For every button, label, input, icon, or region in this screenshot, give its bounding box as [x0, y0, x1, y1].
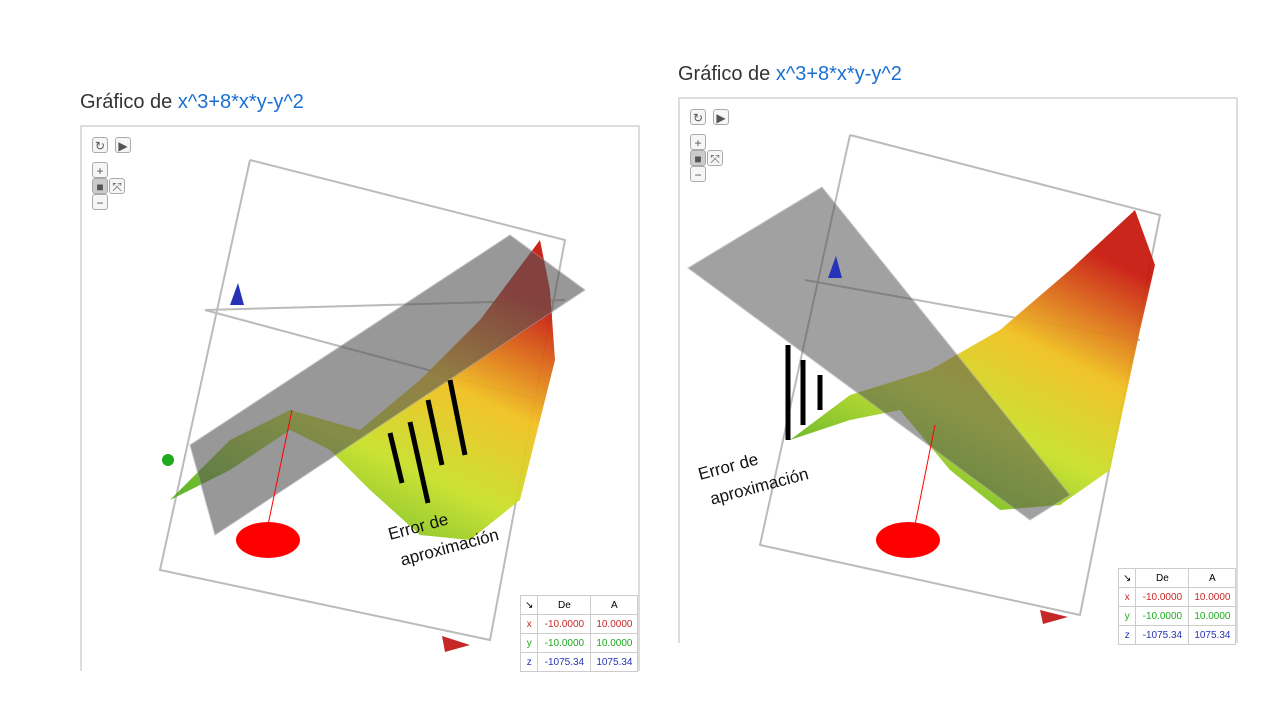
axis-label: x — [519, 614, 539, 634]
range-table-right: ↘ De A x -10.0000 10.0000 y -10.0000 10.0000 z… — [1117, 568, 1237, 645]
header-from: De — [537, 595, 592, 615]
y-min[interactable]: -10.0000 — [537, 633, 592, 653]
z-max[interactable]: 1075.34 — [1188, 625, 1237, 645]
z-min[interactable]: -1075.34 — [537, 652, 592, 672]
slide-background-right — [660, 643, 1280, 720]
z-max[interactable]: 1075.34 — [590, 652, 639, 672]
corner-cell[interactable]: ↘ — [519, 595, 539, 615]
graph-title-right: Gráfico de x^3+8*x*y-y^2 — [678, 63, 902, 86]
axis-label: z — [519, 652, 539, 672]
y-max[interactable]: 10.0000 — [1188, 606, 1237, 626]
y-min[interactable]: -10.0000 — [1135, 606, 1190, 626]
play-button[interactable]: ▶ — [713, 109, 729, 125]
camera-icon[interactable]: ■ — [690, 150, 706, 166]
graph-panel-right[interactable]: ↻ ▶ + ■ ⤧ − — [678, 97, 1238, 643]
header-from: De — [1135, 568, 1190, 588]
x-min[interactable]: -10.0000 — [1135, 587, 1190, 607]
graph-panel-left[interactable]: ↻ ▶ + ■ ⤧ − — [80, 125, 640, 671]
axis-label: z — [1117, 625, 1137, 645]
reset-view-button[interactable]: ↻ — [92, 137, 108, 153]
x-max[interactable]: 10.0000 — [1188, 587, 1237, 607]
header-to: A — [590, 595, 639, 615]
function-link[interactable]: x^3+8*x*y-y^2 — [775, 63, 902, 85]
zoom-in-button[interactable]: + — [690, 134, 706, 150]
header-to: A — [1188, 568, 1237, 588]
camera-icon[interactable]: ■ — [92, 178, 108, 194]
y-max[interactable]: 10.0000 — [590, 633, 639, 653]
title-prefix: Gráfico de — [80, 91, 178, 113]
x-min[interactable]: -10.0000 — [537, 614, 592, 634]
axis-label: x — [1117, 587, 1137, 607]
title-prefix: Gráfico de — [678, 63, 776, 85]
axes-icon[interactable]: ⤧ — [707, 150, 723, 166]
zoom-out-button[interactable]: − — [92, 194, 108, 210]
zoom-in-button[interactable]: + — [92, 162, 108, 178]
axes-icon[interactable]: ⤧ — [109, 178, 125, 194]
zoom-out-button[interactable]: − — [690, 166, 706, 182]
corner-cell[interactable]: ↘ — [1117, 568, 1137, 588]
range-table-left: ↘ De A x -10.0000 10.0000 y -10.0000 10.0000 z… — [519, 595, 639, 672]
graph-title-left: Gráfico de x^3+8*x*y-y^2 — [80, 91, 304, 114]
function-link[interactable]: x^3+8*x*y-y^2 — [177, 91, 304, 113]
axis-label: y — [519, 633, 539, 653]
axis-label: y — [1117, 606, 1137, 626]
play-button[interactable]: ▶ — [115, 137, 131, 153]
reset-view-button[interactable]: ↻ — [690, 109, 706, 125]
z-min[interactable]: -1075.34 — [1135, 625, 1190, 645]
x-max[interactable]: 10.0000 — [590, 614, 639, 634]
